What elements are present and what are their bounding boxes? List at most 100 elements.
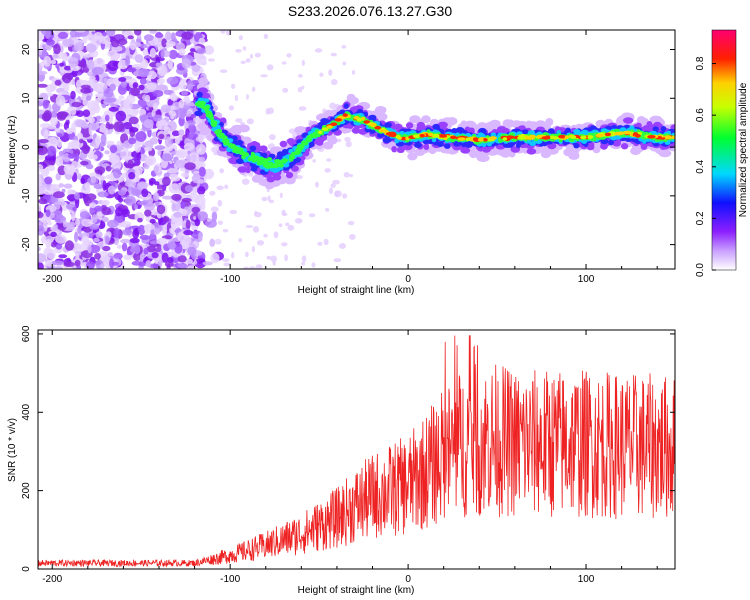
- heatmap-noise-cell: [135, 131, 147, 142]
- heatmap-noise-cell: [51, 260, 64, 266]
- heatmap-noise-cell: [125, 155, 132, 160]
- figure-title: S233.2026.076.13.27.G30: [288, 3, 452, 19]
- heatmap-noise-cell: [82, 144, 90, 155]
- heatmap-noise-cell: [169, 227, 176, 233]
- heatmap-noise-cell: [144, 155, 157, 166]
- heatmap-noise-cell: [246, 94, 249, 100]
- heatmap-noise-cell: [128, 116, 139, 125]
- heatmap-ridge-cell: [481, 146, 491, 153]
- heatmap-noise-cell: [210, 206, 219, 213]
- heatmap-noise-cell: [193, 186, 197, 193]
- heatmap-noise-cell: [74, 153, 80, 162]
- heatmap-noise-cell: [174, 242, 183, 254]
- heatmap-noise-cell: [156, 78, 165, 85]
- heatmap-noise-cell: [158, 133, 165, 140]
- heatmap-noise-cell: [171, 202, 176, 212]
- heatmap-noise-cell: [246, 118, 254, 125]
- heatmap-ridge-cell: [285, 171, 294, 179]
- heatmap-noise-cell: [128, 137, 137, 145]
- heatmap-noise-cell: [94, 93, 104, 98]
- heatmap-noise-cell: [343, 172, 350, 178]
- heatmap-noise-cell: [47, 145, 57, 157]
- heatmap-ridge-cell: [621, 143, 629, 150]
- heatmap-noise-cell: [328, 69, 333, 76]
- heatmap-noise-cell: [195, 144, 207, 155]
- heatmap-noise-cell: [85, 163, 94, 170]
- heatmap-noise-cell: [84, 182, 90, 191]
- heatmap-noise-cell: [82, 109, 91, 117]
- heatmap-noise-cell: [312, 158, 316, 163]
- heatmap-noise-cell: [157, 84, 167, 91]
- heatmap-noise-cell: [71, 160, 84, 168]
- heatmap-noise-cell: [242, 46, 247, 51]
- heatmap-noise-cell: [88, 116, 95, 124]
- heatmap-noise-cell: [177, 263, 189, 269]
- heatmap-noise-cell: [118, 189, 126, 196]
- heatmap-noise-cell: [42, 99, 49, 109]
- heatmap-ridge-cell: [608, 139, 614, 146]
- heatmap-ridge-cell: [573, 129, 581, 134]
- heatmap-noise-cell: [38, 246, 41, 252]
- heatmap-ridge-cell: [291, 165, 299, 172]
- heatmap-noise-cell: [121, 208, 130, 218]
- heatmap-noise-cell: [100, 133, 107, 145]
- heatmap-noise-cell: [72, 206, 77, 212]
- heatmap-noise-cell: [46, 249, 56, 260]
- heatmap-noise-cell: [88, 75, 96, 81]
- heatmap-noise-cell: [208, 58, 215, 62]
- heatmap-noise-cell: [136, 200, 149, 206]
- heatmap-noise-cell: [334, 190, 339, 198]
- heatmap-noise-cell: [279, 192, 283, 198]
- heatmap-noise-cell: [181, 31, 194, 40]
- heatmap-noise-cell: [154, 32, 164, 39]
- heatmap-noise-cell: [57, 111, 69, 118]
- heatmap-noise-cell: [341, 44, 347, 49]
- heatmap-noise-cell: [121, 242, 128, 252]
- heatmap-noise-cell: [153, 192, 160, 202]
- heatmap-noise-cell: [99, 263, 105, 269]
- heatmap-ridge-cell: [416, 121, 425, 129]
- heatmap-noise-cell: [74, 242, 79, 250]
- heatmap-noise-cell: [103, 87, 114, 98]
- heatmap-noise-cell: [80, 84, 91, 89]
- heatmap-noise-cell: [153, 181, 160, 186]
- heatmap-ridge-cell: [658, 149, 672, 158]
- heatmap-noise-cell: [298, 74, 303, 78]
- heatmap-noise-cell: [63, 261, 75, 267]
- heatmap-ridge-cell: [636, 116, 646, 124]
- heatmap-noise-cell: [197, 211, 208, 222]
- heatmap-ridge-cell: [515, 142, 521, 149]
- heatmap-noise-cell: [286, 53, 292, 58]
- heatmap-noise-cell: [115, 207, 123, 217]
- heatmap-noise-cell: [339, 243, 346, 249]
- heatmap-noise-cell: [178, 48, 186, 56]
- heatmap-noise-cell: [196, 54, 207, 65]
- heatmap-noise-cell: [43, 129, 49, 141]
- heatmap-noise-cell: [77, 173, 82, 181]
- heatmap-ridge-cell: [237, 166, 248, 173]
- heatmap-noise-cell: [81, 122, 89, 129]
- heatmap-ridge-cell: [228, 127, 241, 135]
- heatmap-noise-cell: [109, 145, 118, 154]
- heatmap-noise-cell: [110, 54, 120, 61]
- heatmap-ridge-cell: [631, 137, 640, 143]
- heatmap-noise-cell: [55, 234, 67, 244]
- heatmap-noise-cell: [75, 30, 86, 33]
- heatmap-ridge-cell: [563, 148, 574, 157]
- heatmap-noise-cell: [234, 94, 239, 102]
- heatmap-noise-cell: [139, 43, 149, 49]
- heatmap-ridge-cell: [502, 119, 513, 128]
- heatmap-noise-cell: [284, 254, 288, 262]
- heatmap-noise-cell: [138, 261, 146, 267]
- heatmap-noise-cell: [145, 82, 157, 90]
- heatmap-noise-cell: [324, 168, 331, 173]
- heatmap-noise-cell: [256, 240, 265, 246]
- heatmap-noise-cell: [162, 195, 174, 200]
- heatmap-noise-cell: [251, 86, 256, 92]
- heatmap-noise-cell: [198, 231, 203, 242]
- heatmap-noise-cell: [85, 261, 95, 269]
- heatmap-noise-cell: [120, 238, 131, 244]
- heatmap-noise-cell: [38, 253, 47, 263]
- heatmap-noise-cell: [184, 185, 194, 193]
- heatmap-noise-cell: [143, 119, 154, 129]
